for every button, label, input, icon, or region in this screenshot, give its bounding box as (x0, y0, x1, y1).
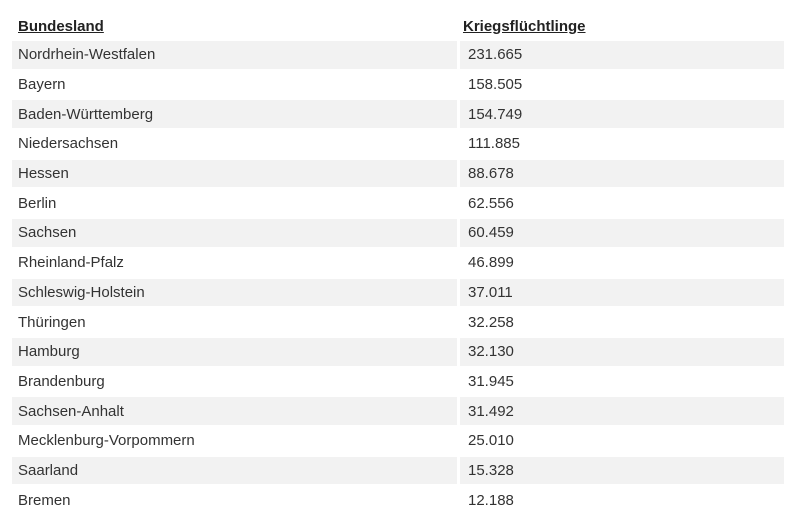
refugee-count-cell: 62.556 (457, 189, 784, 218)
refugees-table-container: Bundesland Kriegsflüchtlinge Nordrhein-W… (12, 11, 784, 516)
table-row: Brandenburg 31.945 (12, 367, 784, 396)
refugee-count-cell: 31.945 (457, 367, 784, 396)
state-name-cell: Schleswig-Holstein (12, 278, 457, 307)
table-row: Berlin 62.556 (12, 189, 784, 218)
state-name-cell: Thüringen (18, 313, 86, 331)
refugee-count-cell: 111.885 (457, 130, 784, 158)
table-row: Hessen 88.678 (12, 159, 784, 188)
state-name-cell: Bremen (18, 491, 71, 509)
state-name-cell: Saarland (12, 456, 457, 485)
table-row: Saarland 15.328 (12, 456, 784, 485)
column-header-bundesland[interactable]: Bundesland (18, 17, 104, 35)
table-row: Baden-Württemberg 154.749 (12, 100, 784, 129)
state-name-cell: Berlin (18, 194, 57, 212)
refugee-count-cell: 158.505 (457, 70, 784, 99)
table-row: Mecklenburg-Vorpommern 25.010 (12, 426, 784, 455)
refugees-by-state-table: Bundesland Kriegsflüchtlinge Nordrhein-W… (12, 11, 784, 516)
refugee-count-cell: 32.130 (457, 337, 784, 366)
table-row: Bayern 158.505 (12, 70, 784, 99)
state-name-cell: Baden-Württemberg (12, 100, 457, 129)
table-row: Sachsen 60.459 (12, 219, 784, 247)
table-row: Nordrhein-Westfalen 231.665 (12, 41, 784, 69)
refugee-count-cell: 32.258 (457, 308, 784, 336)
state-name-cell: Nordrhein-Westfalen (12, 41, 457, 69)
refugee-count-cell: 37.011 (457, 278, 784, 307)
state-name-cell: Sachsen-Anhalt (12, 397, 457, 425)
refugee-count-cell: 25.010 (457, 426, 784, 455)
refugee-count-cell: 31.492 (457, 397, 784, 425)
refugee-count-cell: 88.678 (457, 159, 784, 188)
refugee-count-cell: 15.328 (457, 456, 784, 485)
table-row: Bremen 12.188 (12, 486, 784, 514)
state-name-cell: Brandenburg (18, 372, 105, 390)
state-name-cell: Bayern (18, 76, 66, 94)
table-header-row: Bundesland Kriegsflüchtlinge (12, 13, 784, 39)
table-row: Sachsen-Anhalt 31.492 (12, 397, 784, 425)
column-header-kriegsfluechtlinge[interactable]: Kriegsflüchtlinge (463, 17, 586, 35)
state-name-cell: Hessen (12, 159, 457, 188)
table-row: Rheinland-Pfalz 46.899 (12, 248, 784, 277)
state-name-cell: Hamburg (12, 337, 457, 366)
table-row: Hamburg 32.130 (12, 337, 784, 366)
state-name-cell: Mecklenburg-Vorpommern (18, 432, 195, 450)
state-name-cell: Sachsen (12, 219, 457, 247)
refugee-count-cell: 12.188 (457, 486, 784, 514)
table-row: Thüringen 32.258 (12, 308, 784, 336)
state-name-cell: Niedersachsen (18, 135, 119, 153)
refugee-count-cell: 154.749 (457, 100, 784, 129)
refugee-count-cell: 60.459 (457, 219, 784, 247)
state-name-cell: Rheinland-Pfalz (18, 254, 124, 272)
refugee-count-cell: 231.665 (457, 41, 784, 69)
table-row: Niedersachsen 111.885 (12, 130, 784, 158)
refugee-count-cell: 46.899 (457, 248, 784, 277)
table-row: Schleswig-Holstein 37.011 (12, 278, 784, 307)
